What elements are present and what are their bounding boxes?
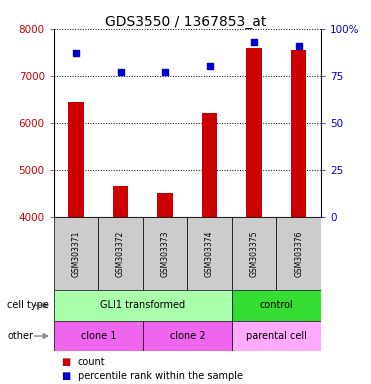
Bar: [54, 321, 143, 351]
Bar: [246, 48, 262, 217]
Text: ■: ■: [61, 357, 70, 367]
Bar: [232, 290, 321, 321]
Text: GSM303375: GSM303375: [250, 230, 259, 277]
Text: GSM303376: GSM303376: [294, 230, 303, 277]
Bar: [202, 114, 217, 217]
Bar: [232, 217, 276, 290]
Bar: [98, 217, 143, 290]
Point: [118, 69, 124, 75]
Text: count: count: [78, 357, 105, 367]
Point: [251, 39, 257, 45]
Text: GLI1 transformed: GLI1 transformed: [100, 300, 186, 310]
Bar: [276, 217, 321, 290]
Text: percentile rank within the sample: percentile rank within the sample: [78, 371, 243, 381]
Text: GSM303373: GSM303373: [161, 230, 170, 277]
Text: GSM303372: GSM303372: [116, 230, 125, 276]
Point: [73, 50, 79, 56]
Text: control: control: [260, 300, 293, 310]
Bar: [143, 321, 232, 351]
Bar: [68, 102, 84, 217]
Text: ■: ■: [61, 371, 70, 381]
Text: GSM303371: GSM303371: [72, 230, 81, 276]
Text: GSM303374: GSM303374: [205, 230, 214, 277]
Bar: [113, 186, 128, 217]
Point: [296, 43, 302, 49]
Text: GDS3550 / 1367853_at: GDS3550 / 1367853_at: [105, 15, 266, 29]
Bar: [232, 321, 321, 351]
Bar: [157, 194, 173, 217]
Point: [207, 63, 213, 70]
Text: clone 2: clone 2: [170, 331, 205, 341]
Bar: [187, 217, 232, 290]
Text: clone 1: clone 1: [81, 331, 116, 341]
Text: cell type: cell type: [7, 300, 49, 310]
Text: other: other: [7, 331, 33, 341]
Bar: [143, 217, 187, 290]
Bar: [54, 290, 232, 321]
Bar: [54, 217, 98, 290]
Point: [162, 69, 168, 75]
Bar: [291, 50, 306, 217]
Text: parental cell: parental cell: [246, 331, 307, 341]
